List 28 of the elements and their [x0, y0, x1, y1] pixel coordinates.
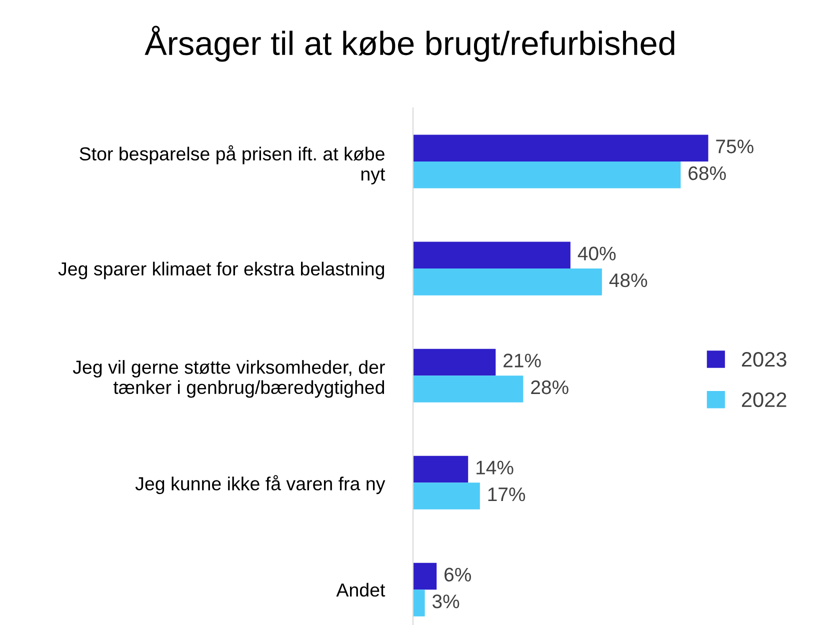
data-label: 28% — [531, 380, 568, 394]
chart-title: Årsager til at købe brugt/refurbished — [144, 26, 674, 62]
bar — [413, 562, 437, 590]
data-label: 17% — [488, 488, 526, 502]
y-tick-label: Andet — [336, 582, 386, 597]
y-tick-label: Stor besparelse på prisen ift. at købe nyt — [80, 145, 386, 184]
bar — [413, 162, 681, 188]
data-label: 3% — [432, 594, 460, 608]
bar — [413, 590, 425, 616]
bar — [413, 376, 524, 402]
data-label: 40% — [578, 246, 616, 260]
y-tick-label: Jeg sparer klimaet for ekstra belastning — [58, 262, 384, 280]
data-label: 14% — [476, 460, 514, 474]
bar — [413, 242, 570, 269]
y-tick-label: Jeg kunne ikke få varen fra ny — [135, 475, 386, 494]
data-label: 75% — [716, 140, 754, 154]
legend-label: 2023 — [742, 352, 786, 367]
y-tick-label: Jeg vil gerne støtte virksomheder, der tænker i genbrug/bæredygtighed — [72, 360, 385, 398]
legend-label: 2022 — [742, 392, 786, 408]
bar — [413, 348, 496, 376]
data-label: 48% — [609, 273, 648, 288]
data-label: 21% — [504, 354, 541, 368]
data-label: 6% — [444, 568, 471, 582]
bar — [413, 456, 468, 483]
bar — [413, 482, 480, 510]
bar — [413, 268, 602, 296]
bar — [413, 134, 708, 162]
data-label: 68% — [688, 166, 726, 180]
